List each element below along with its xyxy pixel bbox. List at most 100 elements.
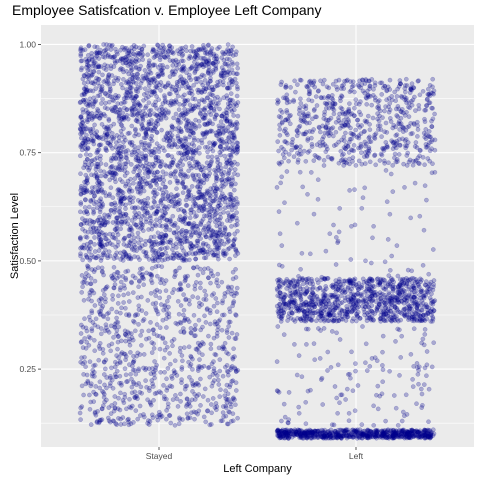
data-point <box>206 364 212 370</box>
data-point <box>97 142 102 148</box>
data-point <box>215 377 221 383</box>
data-point <box>102 222 108 228</box>
data-point <box>311 284 316 290</box>
data-point <box>182 98 188 103</box>
data-point <box>149 169 154 175</box>
data-point <box>132 216 138 221</box>
data-point <box>108 124 113 129</box>
data-point <box>217 132 223 137</box>
data-point <box>395 318 401 324</box>
data-point <box>213 191 219 197</box>
data-point <box>142 201 148 207</box>
data-point <box>289 147 294 153</box>
data-point <box>217 161 223 167</box>
data-point <box>84 152 89 157</box>
data-point <box>291 97 296 103</box>
data-point <box>333 235 339 240</box>
data-point <box>424 197 429 203</box>
data-point <box>152 190 157 195</box>
data-point <box>78 201 84 207</box>
data-point <box>194 264 200 270</box>
data-point <box>155 169 160 175</box>
data-point <box>210 232 216 237</box>
data-point <box>123 137 128 143</box>
data-point <box>211 142 217 147</box>
data-point <box>165 110 171 116</box>
data-point <box>330 101 336 106</box>
data-point <box>112 176 118 181</box>
data-point <box>161 394 167 399</box>
data-point <box>146 62 152 68</box>
data-point <box>336 115 341 121</box>
data-point <box>122 421 127 427</box>
data-point <box>157 144 162 149</box>
data-point <box>139 328 145 334</box>
data-point <box>233 402 238 408</box>
data-point <box>139 213 145 219</box>
data-point <box>132 275 138 281</box>
data-point <box>315 177 321 182</box>
data-point <box>181 253 186 258</box>
data-point <box>94 175 100 180</box>
data-point <box>192 397 198 402</box>
data-point <box>186 155 191 160</box>
data-point <box>116 239 121 245</box>
data-point <box>220 373 226 379</box>
data-point <box>120 254 125 260</box>
data-point <box>91 389 96 395</box>
data-point <box>314 103 320 108</box>
data-point <box>127 182 132 188</box>
data-point <box>137 266 143 272</box>
data-point <box>146 58 152 64</box>
data-point <box>98 237 104 242</box>
data-point <box>140 175 146 181</box>
data-point <box>135 100 141 105</box>
data-point <box>156 263 161 269</box>
data-point <box>403 76 409 82</box>
data-point <box>120 415 126 420</box>
data-point <box>199 72 205 78</box>
data-point <box>81 97 86 103</box>
data-point <box>235 144 240 149</box>
data-point <box>161 203 166 209</box>
data-point <box>422 282 428 288</box>
data-point <box>130 57 135 62</box>
data-point <box>178 127 183 132</box>
data-point <box>425 96 430 102</box>
data-point <box>390 189 396 194</box>
data-point <box>157 333 162 339</box>
data-point <box>334 84 339 90</box>
data-point <box>89 162 95 167</box>
data-point <box>215 164 221 169</box>
data-point <box>225 42 231 47</box>
data-point <box>282 200 287 205</box>
data-point <box>376 103 382 109</box>
data-point <box>148 152 154 158</box>
data-point <box>81 92 87 97</box>
data-point <box>215 94 220 100</box>
data-point <box>219 55 225 60</box>
data-point <box>205 95 210 101</box>
data-point <box>429 124 435 129</box>
data-point <box>175 298 181 304</box>
data-point <box>305 136 311 141</box>
data-point <box>180 162 185 168</box>
data-point <box>157 346 163 352</box>
data-point <box>163 115 169 121</box>
data-point <box>235 86 240 92</box>
data-point <box>175 48 180 54</box>
data-point <box>118 196 124 201</box>
data-point <box>365 113 371 119</box>
data-point <box>82 142 88 148</box>
data-point <box>148 234 154 240</box>
data-point <box>131 195 136 201</box>
data-point <box>225 289 230 295</box>
data-point <box>186 319 192 324</box>
data-point <box>145 298 151 303</box>
data-point <box>98 173 104 179</box>
data-point <box>225 124 231 130</box>
data-point <box>92 235 97 240</box>
data-point <box>331 107 337 113</box>
data-point <box>80 257 85 263</box>
data-point <box>173 168 178 174</box>
